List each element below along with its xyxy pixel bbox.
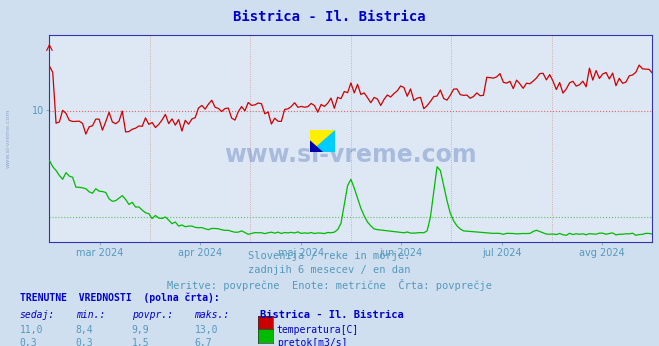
Text: TRENUTNE  VREDNOSTI  (polna črta):: TRENUTNE VREDNOSTI (polna črta): xyxy=(20,292,219,303)
Text: pretok[m3/s]: pretok[m3/s] xyxy=(277,338,347,346)
Text: povpr.:: povpr.: xyxy=(132,310,173,320)
Polygon shape xyxy=(310,130,335,152)
Text: 11,0: 11,0 xyxy=(20,325,43,335)
Text: 1,5: 1,5 xyxy=(132,338,150,346)
Text: 9,9: 9,9 xyxy=(132,325,150,335)
Text: 8,4: 8,4 xyxy=(76,325,94,335)
Text: Bistrica - Il. Bistrica: Bistrica - Il. Bistrica xyxy=(260,310,404,320)
Text: Slovenija / reke in morje.: Slovenija / reke in morje. xyxy=(248,251,411,261)
Text: sedaj:: sedaj: xyxy=(20,310,55,320)
Text: 0,3: 0,3 xyxy=(76,338,94,346)
Polygon shape xyxy=(310,141,322,152)
Text: 0,3: 0,3 xyxy=(20,338,38,346)
Text: zadnjih 6 mesecev / en dan: zadnjih 6 mesecev / en dan xyxy=(248,265,411,275)
Text: Meritve: povprečne  Enote: metrične  Črta: povprečje: Meritve: povprečne Enote: metrične Črta:… xyxy=(167,279,492,291)
Text: 6,7: 6,7 xyxy=(194,338,212,346)
Text: maks.:: maks.: xyxy=(194,310,229,320)
Text: Bistrica - Il. Bistrica: Bistrica - Il. Bistrica xyxy=(233,10,426,24)
Text: temperatura[C]: temperatura[C] xyxy=(277,325,359,335)
Polygon shape xyxy=(310,130,335,152)
Text: www.si-vreme.com: www.si-vreme.com xyxy=(225,143,477,167)
Text: min.:: min.: xyxy=(76,310,105,320)
Text: www.si-vreme.com: www.si-vreme.com xyxy=(5,109,11,168)
Text: 13,0: 13,0 xyxy=(194,325,218,335)
